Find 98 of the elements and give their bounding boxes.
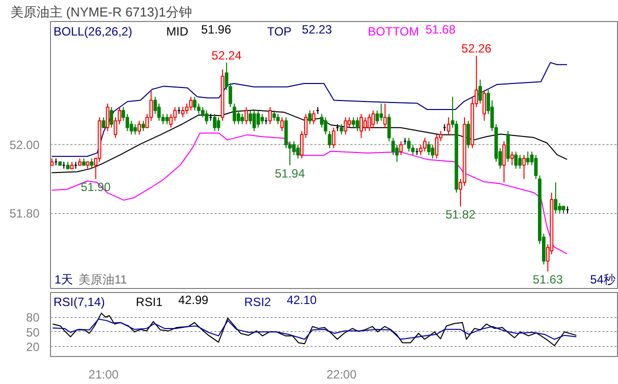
y-tick-label: 51.80 (9, 206, 40, 221)
line-series (52, 318, 577, 340)
annotation: 51.94 (274, 166, 306, 180)
candlestick (256, 110, 260, 128)
candlestick (418, 144, 422, 156)
candlestick (142, 120, 146, 132)
annotation: 54秒 (590, 272, 616, 287)
annotation: 51.63 (532, 272, 564, 286)
candlestick (514, 151, 518, 170)
candlestick (371, 110, 375, 128)
candlestick (522, 154, 526, 180)
chart-title: 美原油主 (NYME-R 6713)1分钟 (10, 4, 192, 20)
candlestick (348, 116, 352, 128)
candlestick (407, 137, 411, 152)
candlestick (360, 113, 363, 138)
annotation: 52.26 (461, 42, 492, 56)
candlestick (169, 113, 173, 128)
candlestick (240, 113, 244, 125)
candlestick (558, 202, 562, 214)
text: MID (166, 24, 189, 38)
annotation: 42.10 (286, 293, 318, 308)
candlestick (423, 137, 427, 152)
series-label: RSI1 (136, 295, 163, 310)
candlestick (192, 96, 196, 111)
candlestick (165, 113, 169, 125)
candlestick (324, 116, 328, 135)
candlestick (510, 151, 514, 166)
candlestick (260, 113, 264, 125)
candlestick (344, 116, 348, 135)
candlestick (138, 120, 141, 135)
candlestick (368, 113, 372, 132)
annotation: 42.99 (178, 293, 209, 308)
y-tick-label: 80 (26, 310, 40, 325)
legend-title: BOLL(26,26,2) (54, 24, 132, 38)
candlestick (204, 110, 208, 125)
candlestick (106, 103, 110, 132)
candlestick (272, 110, 276, 122)
candlestick (196, 103, 200, 114)
candlestick (434, 134, 438, 159)
annotation: 51.68 (426, 22, 456, 36)
annotation: 51.96 (201, 22, 232, 36)
candlestick (181, 106, 185, 118)
annotation: 52.23 (302, 22, 332, 36)
candlestick (364, 116, 368, 132)
candlestick (102, 116, 106, 128)
y-tick-label: 20 (26, 340, 40, 354)
candlestick (216, 116, 220, 132)
candlestick (446, 116, 450, 135)
candlestick (308, 110, 312, 125)
candlestick (312, 110, 316, 125)
candlestick (332, 127, 336, 149)
candlestick (157, 103, 161, 122)
candlestick (466, 120, 470, 149)
candlestick (133, 124, 137, 135)
candlestick (236, 110, 240, 125)
candlestick (518, 154, 522, 170)
candlestick (110, 106, 114, 128)
candlestick (212, 113, 216, 132)
line-series (52, 312, 577, 346)
candlestick (276, 113, 280, 125)
annotation: 51.82 (445, 207, 476, 222)
candlestick (185, 103, 189, 114)
candlestick (268, 106, 272, 125)
annotation: 美原油11 (78, 272, 128, 287)
candlestick (554, 182, 558, 214)
candlestick (506, 130, 510, 162)
line-series (51, 62, 568, 157)
candlestick (399, 140, 403, 156)
candlestick (252, 110, 256, 132)
x-tick-label: 21:00 (88, 368, 119, 382)
text: TOP (267, 24, 292, 38)
series-label: RSI2 (244, 295, 272, 310)
x-tick-label: 22:00 (326, 368, 357, 382)
annotation: 52.24 (212, 48, 242, 63)
candlestick (232, 103, 236, 125)
candlestick (296, 144, 300, 159)
candlestick (189, 96, 193, 111)
candlestick (383, 103, 387, 128)
annotation: 1天 (54, 272, 74, 287)
candlestick (352, 116, 356, 128)
legend-title: RSI(7,14) (54, 295, 105, 310)
candlestick (379, 103, 383, 122)
candlestick (90, 158, 94, 170)
candlestick (248, 110, 252, 125)
candlestick (387, 113, 391, 142)
candlestick (478, 79, 482, 104)
candlestick (328, 130, 332, 149)
candlestick (244, 106, 248, 125)
text: BOTTOM (368, 24, 420, 38)
candlestick (526, 151, 530, 166)
y-tick-label: 50 (26, 325, 40, 340)
candlestick (482, 89, 486, 122)
candlestick (356, 116, 360, 132)
y-tick-label: 52.00 (9, 138, 40, 152)
line-series (51, 132, 568, 254)
candlestick (340, 124, 344, 135)
candlestick (427, 140, 431, 156)
candlestick (430, 144, 434, 159)
